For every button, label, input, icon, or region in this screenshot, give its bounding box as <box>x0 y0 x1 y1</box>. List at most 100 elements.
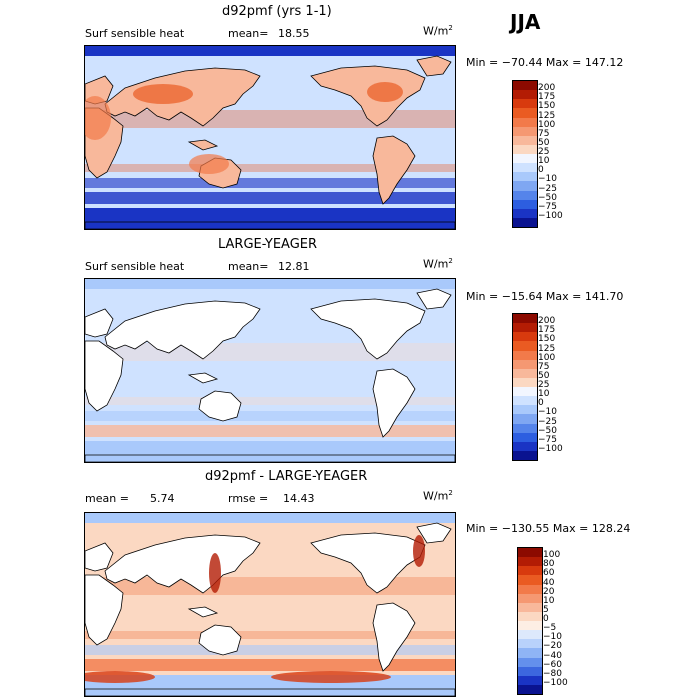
continent-samerica <box>372 602 416 672</box>
continent-indonesia <box>187 139 219 151</box>
colorbar-tick-label: 50 <box>538 370 550 381</box>
panel-3-units: W/m2 <box>423 489 453 503</box>
colorbar-tick-label: 100 <box>538 352 556 363</box>
colorbar-swatch <box>513 414 537 424</box>
colorbar-swatch <box>518 684 542 694</box>
colorbar-tick-label: −40 <box>543 650 562 661</box>
colorbar-swatch <box>513 144 537 154</box>
continent-namerica <box>310 532 426 594</box>
colorbar-tick-label: −10 <box>543 632 562 643</box>
colorbar-tick-label: 80 <box>543 559 555 570</box>
field-band <box>85 397 455 405</box>
field-band <box>85 631 455 639</box>
panel-1-title: d92pmf (yrs 1-1) <box>222 4 332 19</box>
colorbar-swatch <box>513 208 537 218</box>
colorbar-swatch <box>513 350 537 360</box>
colorbar-swatch <box>518 639 542 649</box>
colorbar-swatch <box>513 387 537 397</box>
colorbar-tick-label: 125 <box>538 110 556 121</box>
field-band <box>85 192 455 204</box>
field-band <box>85 178 455 188</box>
colorbar-swatch <box>513 199 537 209</box>
continent-greenland <box>416 522 452 544</box>
field-hotspot <box>367 82 403 102</box>
panel-3-minmax: Min = −130.55 Max = 128.24 <box>466 522 631 535</box>
colorbar-swatch <box>513 90 537 100</box>
field-band <box>85 208 455 222</box>
panel-1-mean-value: 18.55 <box>278 27 310 40</box>
field-hotspot <box>413 535 425 567</box>
colorbar-swatch <box>513 405 537 415</box>
colorbar-swatch <box>513 341 537 351</box>
colorbar-tick-label: −75 <box>538 201 557 212</box>
field-band <box>85 425 455 437</box>
panel-3-mean-value: 5.74 <box>150 492 175 505</box>
colorbar-swatch <box>518 611 542 621</box>
continent-greenland <box>416 288 452 310</box>
field-hotspot <box>189 154 229 174</box>
panel-2-minmax: Min = −15.64 Max = 141.70 <box>466 290 624 303</box>
panel-3-map-svg <box>85 513 455 696</box>
colorbar-swatch <box>513 450 537 460</box>
colorbar-tick-label: −50 <box>538 425 557 436</box>
colorbar-swatch <box>513 163 537 173</box>
colorbar-tick-label: −60 <box>543 659 562 670</box>
panel-1-units: W/m2 <box>423 24 453 38</box>
panel-2-variable-label: Surf sensible heat <box>85 260 185 273</box>
panel-2-mean-value: 12.81 <box>278 260 310 273</box>
colorbar-tick-label: 175 <box>538 92 556 103</box>
continent-africa <box>85 574 124 646</box>
colorbar-tick-label: 0 <box>538 165 544 176</box>
colorbar-swatch <box>513 332 537 342</box>
colorbar-swatch <box>518 566 542 576</box>
continent-namerica <box>310 298 426 360</box>
colorbar-tick-label: −80 <box>543 668 562 679</box>
continent-antarctica <box>85 221 455 229</box>
field-band <box>85 164 455 172</box>
colorbar-tick-label: 200 <box>538 83 556 94</box>
continent-australia <box>198 624 242 656</box>
colorbar-swatch <box>518 657 542 667</box>
colorbar-swatch <box>513 314 537 324</box>
colorbar-tick-label: 50 <box>538 137 550 148</box>
colorbar-tick-label: 175 <box>538 325 556 336</box>
colorbar-swatch <box>513 190 537 200</box>
field-hotspot <box>85 96 111 140</box>
colorbar-tick-label: 10 <box>543 595 555 606</box>
colorbar-tick-label: 150 <box>538 101 556 112</box>
field-hotspot <box>85 671 155 683</box>
colorbar-swatch <box>518 675 542 685</box>
continent-samerica <box>372 135 416 205</box>
colorbar-tick-label: 100 <box>543 550 561 561</box>
panel-2-title: LARGE-YEAGER <box>218 237 318 252</box>
panel-3-rmse-label: rmse = <box>228 492 269 505</box>
colorbar-tick-label: −50 <box>538 192 557 203</box>
colorbar-tick-label: 5 <box>543 604 549 615</box>
panel-1-variable-label: Surf sensible heat <box>85 27 185 40</box>
colorbar-tick-label: 125 <box>538 343 556 354</box>
colorbar-swatch <box>513 99 537 109</box>
panel-2-map-svg <box>85 279 455 462</box>
panel-2-map <box>84 278 456 463</box>
continent-indonesia <box>187 606 219 618</box>
continent-africa <box>85 340 124 412</box>
season-label: JJA <box>510 10 541 34</box>
field-hotspot <box>271 671 391 683</box>
field-band <box>85 513 455 523</box>
colorbar-tick-label: −5 <box>543 623 557 634</box>
panel-3-map <box>84 512 456 697</box>
colorbar-swatch <box>513 81 537 91</box>
colorbar-swatch <box>513 359 537 369</box>
colorbar-swatch <box>518 602 542 612</box>
field-band <box>85 411 455 421</box>
continent-antarctica <box>85 454 455 462</box>
colorbar-tick-label: −100 <box>538 443 563 454</box>
field-band <box>85 645 455 655</box>
colorbar-tick-label: 150 <box>538 334 556 345</box>
colorbar-swatch <box>518 621 542 631</box>
colorbar-swatch <box>513 323 537 333</box>
colorbar-swatch <box>518 666 542 676</box>
field-hotspot <box>209 553 221 593</box>
continent-antarctica <box>85 688 455 696</box>
continent-europe <box>85 308 114 338</box>
